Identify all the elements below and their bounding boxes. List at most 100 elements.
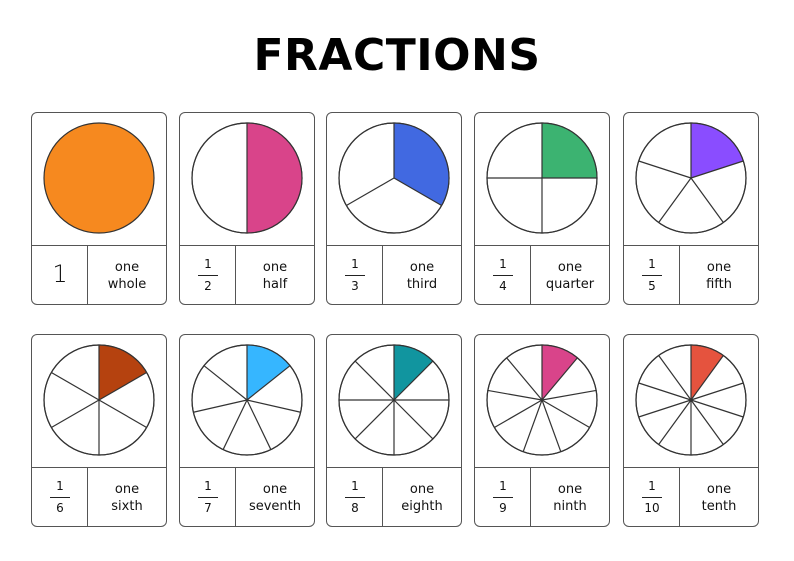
fraction-card-7: 1 7 one seventh: [179, 334, 315, 527]
fraction-label-area: 1 3 one third: [327, 245, 461, 304]
fraction-word-line-1: one: [262, 259, 288, 275]
fraction-word-line-1: one: [557, 259, 583, 275]
fraction-word-line-2: quarter: [545, 276, 595, 292]
pie-svg: [338, 344, 450, 456]
pie-outline: [635, 122, 747, 234]
pie-shaded-slice: [542, 123, 597, 178]
pie-divider-line: [638, 399, 692, 418]
fraction-bar: [345, 275, 365, 277]
fraction-numerator: 1: [204, 479, 212, 493]
fraction-word: one half: [236, 246, 314, 304]
fraction-word-line-1: one: [706, 481, 732, 497]
fraction-notation: 1 10: [624, 468, 680, 526]
pie-svg: [191, 122, 303, 234]
pie-outline: [338, 122, 450, 234]
fraction-word: one ninth: [531, 468, 609, 526]
pie-svg: [43, 122, 155, 234]
fraction-word-line-2: eighth: [401, 498, 443, 514]
fraction-label-area: 1 7 one seventh: [180, 467, 314, 526]
fraction-denominator: 10: [644, 501, 660, 515]
fraction-word: one quarter: [531, 246, 609, 304]
pie-shaded-slice: [394, 345, 433, 400]
pie-divider-line: [658, 355, 692, 401]
fraction-word-line-1: one: [262, 481, 288, 497]
fraction-card-8: 1 8 one eighth: [326, 334, 462, 527]
fraction-numerator: 1: [56, 479, 64, 493]
fraction-word: one fifth: [680, 246, 758, 304]
fraction-bar: [642, 497, 662, 499]
fraction-word-line-2: fifth: [706, 276, 732, 292]
fraction-pie: [32, 335, 166, 467]
fraction-notation: 1: [32, 246, 88, 304]
fraction-card-3: 1 3 one third: [326, 112, 462, 305]
fraction-label-area: 1 8 one eighth: [327, 467, 461, 526]
fraction-denominator: 3: [351, 279, 359, 293]
fraction-bar: [493, 275, 513, 277]
pie-svg: [191, 344, 303, 456]
fraction-word: one eighth: [383, 468, 461, 526]
pie-divider-line: [690, 355, 724, 401]
fraction-label-area: 1 6 one sixth: [32, 467, 166, 526]
fraction-bar: [345, 497, 365, 499]
fraction-pie: [475, 113, 609, 245]
fraction-word-line-1: one: [409, 481, 435, 497]
pie-svg: [635, 344, 747, 456]
pie-outline: [635, 344, 747, 456]
pie-divider-line: [541, 399, 562, 452]
fraction-bar: [642, 275, 662, 277]
fraction-card-1: 1 one whole: [31, 112, 167, 305]
fraction-word-line-1: one: [114, 481, 140, 497]
fraction-label-area: 1 9 one ninth: [475, 467, 609, 526]
fraction-pie: [32, 113, 166, 245]
fraction-word-line-2: seventh: [248, 498, 302, 514]
fraction-bar: [50, 497, 70, 499]
fraction-card-9: 1 9 one ninth: [474, 334, 610, 527]
fraction-word-line-2: tenth: [701, 498, 737, 514]
pie-divider-line: [393, 177, 442, 207]
pie-svg: [486, 122, 598, 234]
pie-shaded-slice: [247, 123, 302, 233]
pie-divider-line: [354, 399, 395, 440]
pie-shaded-slice: [247, 345, 291, 400]
fraction-label-area: 1 10 one tenth: [624, 467, 758, 526]
fraction-numerator: 1: [499, 257, 507, 271]
pie-divider-line: [98, 371, 147, 401]
fraction-word-line-2: sixth: [111, 498, 143, 514]
pie-divider-line: [690, 399, 744, 418]
fraction-word-line-2: ninth: [553, 498, 587, 514]
fraction-card-4: 1 4 one quarter: [474, 112, 610, 305]
fraction-word-line-1: one: [706, 259, 732, 275]
pie-divider-line: [541, 357, 578, 401]
pie-divider-line: [246, 399, 272, 450]
pie-divider-line: [658, 177, 692, 223]
pie-shaded-slice: [691, 123, 744, 178]
fraction-denominator: 8: [351, 501, 359, 515]
fraction-label-area: 1 one whole: [32, 245, 166, 304]
fraction-word-line-2: whole: [107, 276, 147, 292]
fraction-pie: [327, 113, 461, 245]
pie-divider-line: [487, 389, 543, 401]
fraction-word: one sixth: [88, 468, 166, 526]
fraction-card-5: 1 5 one fifth: [623, 112, 759, 305]
pie-divider-line: [222, 399, 248, 450]
pie-divider-line: [541, 389, 597, 401]
pie-divider-line: [541, 399, 590, 429]
pie-outline: [191, 344, 303, 456]
fraction-numerator: 1: [648, 479, 656, 493]
fraction-pie: [180, 113, 314, 245]
pie-svg: [43, 344, 155, 456]
fraction-card-2: 1 2 one half: [179, 112, 315, 305]
fraction-bar: [493, 497, 513, 499]
fraction-denominator: 2: [204, 279, 212, 293]
fraction-pie: [475, 335, 609, 467]
pie-divider-line: [690, 399, 724, 445]
pie-divider-line: [494, 399, 543, 429]
fraction-word-line-2: third: [406, 276, 438, 292]
pie-outline: [43, 344, 155, 456]
fraction-pie: [624, 113, 758, 245]
pie-divider-line: [690, 382, 744, 401]
